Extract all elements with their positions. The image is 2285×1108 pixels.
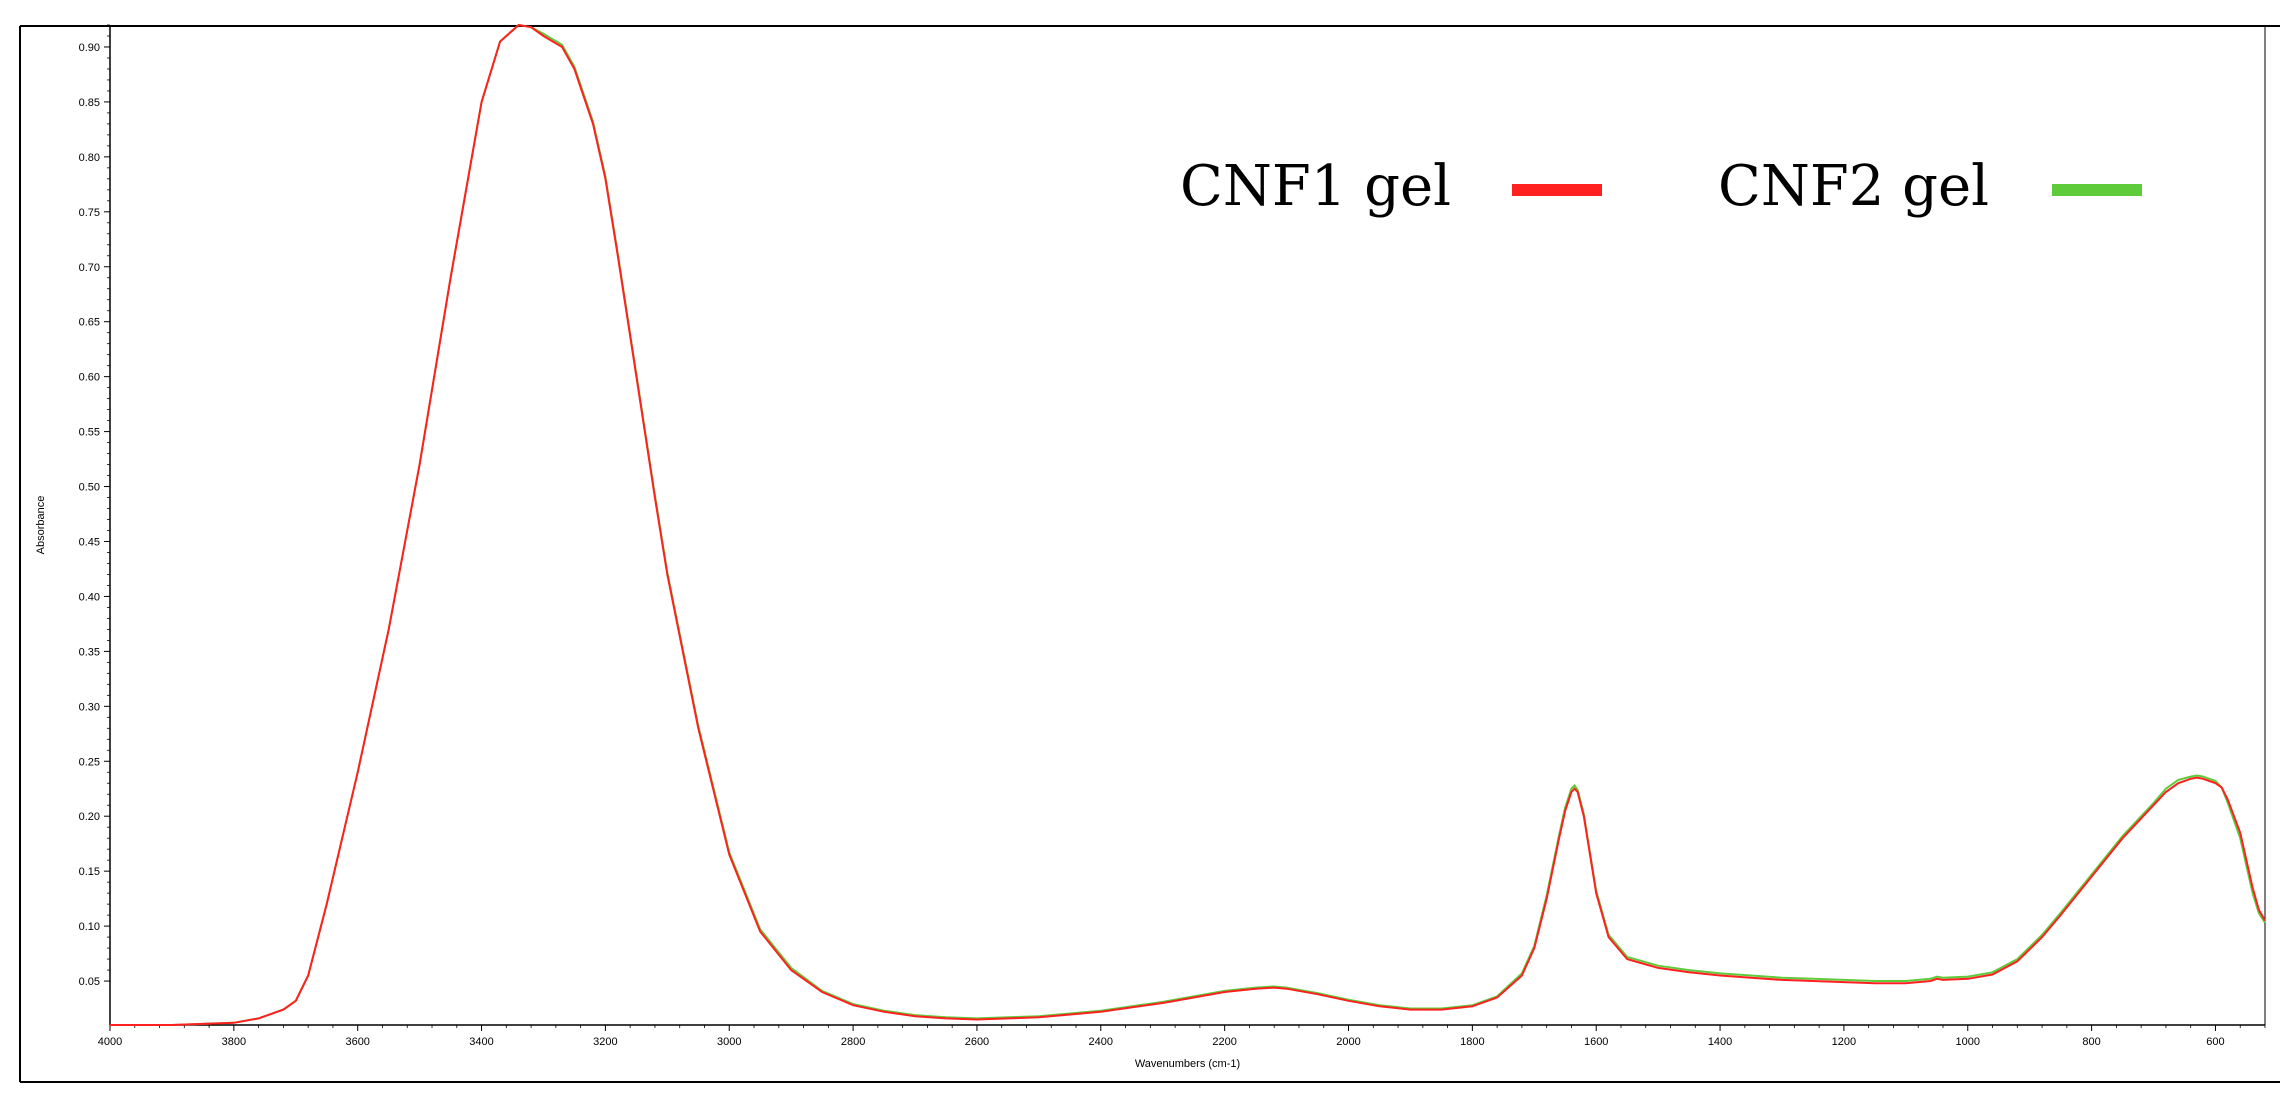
x-tick-label: 600 (2206, 1036, 2224, 1048)
y-tick-label: 0.60 (79, 372, 100, 384)
x-tick-label: 1800 (1460, 1036, 1484, 1048)
y-tick-label: 0.25 (79, 756, 100, 768)
y-tick-label: 0.55 (79, 427, 100, 439)
x-tick-label: 3800 (222, 1036, 246, 1048)
legend: CNF1 gel CNF2 gel (1180, 154, 2142, 219)
y-tick-label: 0.70 (79, 262, 100, 274)
y-tick-label: 0.20 (79, 811, 100, 823)
figure-border (19, 25, 2280, 1083)
series-layer (110, 23, 2266, 1026)
x-tick-label: 3600 (345, 1036, 369, 1048)
y-tick-label: 0.65 (79, 317, 100, 329)
x-tick-label: 1000 (1956, 1036, 1980, 1048)
y-tick-label: 0.10 (79, 921, 100, 933)
x-tick-label: 3200 (593, 1036, 617, 1048)
x-axis: 4000 3800 3600 3400 3200 3000 2800 2600 2400 2200… (98, 1025, 2266, 1048)
legend-label-cnf2: CNF2 gel (1718, 154, 1989, 219)
x-tick-label: 3000 (717, 1036, 741, 1048)
y-axis-title: Absorbance (35, 496, 47, 555)
x-tick-label: 2200 (1212, 1036, 1236, 1048)
y-tick-label: 0.50 (79, 482, 100, 494)
x-tick-label: 2000 (1336, 1036, 1360, 1048)
x-tick-label: 4000 (98, 1036, 122, 1048)
x-tick-label: 1600 (1584, 1036, 1608, 1048)
y-tick-label: 0.80 (79, 152, 100, 164)
y-axis: 0.05 0.10 0.15 0.20 0.25 0.30 0.35 0.40 0.45 0.50… (79, 24, 110, 988)
plot-area (109, 25, 2266, 1026)
x-tick-label: 1200 (1832, 1036, 1856, 1048)
x-tick-label: 3400 (469, 1036, 493, 1048)
x-tick-label: 2800 (841, 1036, 865, 1048)
y-tick-label: 0.40 (79, 591, 100, 603)
legend-label-cnf1: CNF1 gel (1180, 154, 1451, 219)
y-tick-label: 0.15 (79, 866, 100, 878)
series-line-cnf1 (110, 23, 2266, 1026)
x-tick-label: 2600 (965, 1036, 989, 1048)
series-line-cnf2 (110, 23, 2266, 1026)
y-tick-label: 0.90 (79, 42, 100, 54)
x-axis-title: Wavenumbers (cm-1) (1135, 1058, 1240, 1070)
y-tick-label: 0.35 (79, 646, 100, 658)
y-tick-label: 0.75 (79, 207, 100, 219)
y-tick-label: 0.85 (79, 97, 100, 109)
y-tick-label: 0.30 (79, 701, 100, 713)
x-tick-label: 2400 (1089, 1036, 1113, 1048)
x-tick-label: 800 (2082, 1036, 2100, 1048)
y-tick-label: 0.05 (79, 976, 100, 988)
x-tick-label: 1400 (1708, 1036, 1732, 1048)
y-tick-label: 0.45 (79, 536, 100, 548)
